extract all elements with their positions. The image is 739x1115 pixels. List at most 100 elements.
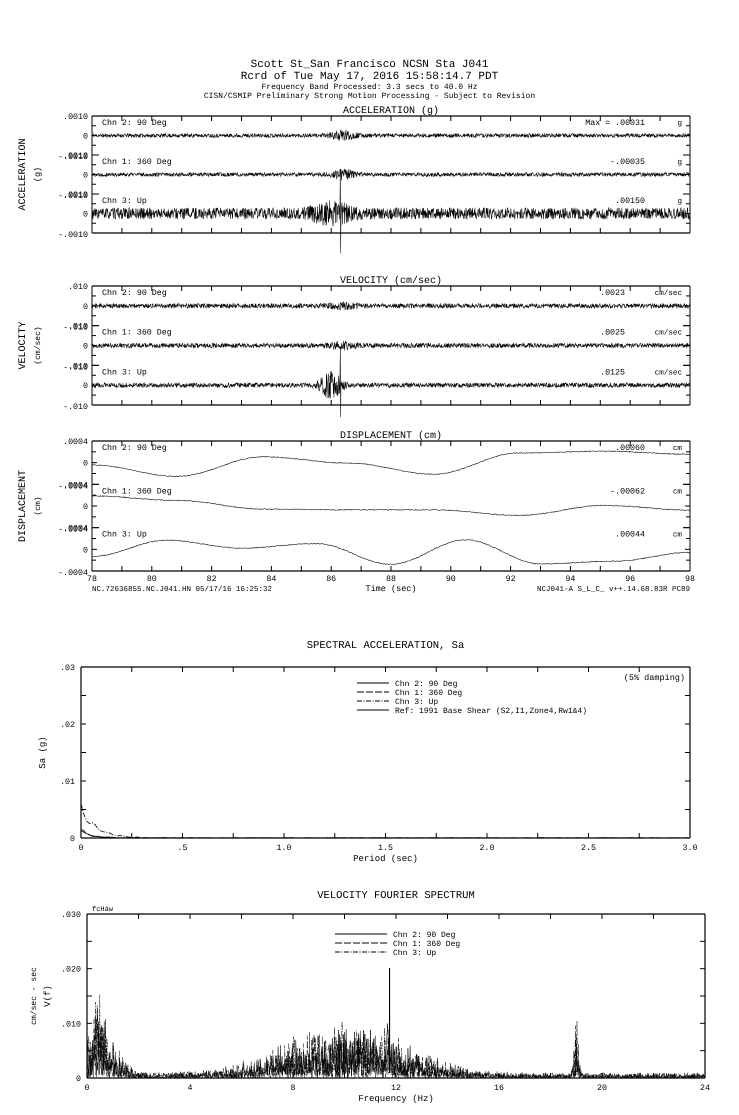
svg-text:.0025: .0025 [600, 329, 625, 338]
svg-text:20: 20 [597, 1084, 607, 1093]
svg-text:0: 0 [83, 546, 88, 555]
svg-text:88: 88 [386, 575, 396, 584]
svg-text:Chn 3: Up: Chn 3: Up [393, 949, 436, 958]
svg-text:.010: .010 [68, 283, 88, 292]
svg-text:Frequency Band Processed: 3.3: Frequency Band Processed: 3.3 secs to 40… [261, 83, 477, 92]
svg-text:Scott St_San Francisco NCSN: Scott St_San Francisco NCSN Sta J041 [251, 59, 489, 71]
svg-text:80: 80 [147, 575, 157, 584]
svg-text:0: 0 [83, 303, 88, 312]
svg-text:90: 90 [446, 575, 456, 584]
svg-text:94: 94 [565, 575, 575, 584]
svg-text:Sa (g): Sa (g) [38, 736, 48, 768]
svg-text:.00150: .00150 [615, 197, 645, 206]
svg-text:0: 0 [76, 1075, 81, 1084]
svg-text:86: 86 [326, 575, 336, 584]
svg-text:Max = .00031: Max = .00031 [585, 119, 645, 128]
svg-text:VELOCITY: VELOCITY [18, 321, 29, 369]
svg-text:g: g [677, 198, 682, 206]
svg-text:Chn 1: 360 Deg: Chn 1: 360 Deg [393, 940, 460, 949]
svg-text:1.0: 1.0 [277, 844, 292, 853]
svg-text:0: 0 [83, 211, 88, 220]
svg-text:.0004: .0004 [63, 525, 88, 534]
svg-text:.01: .01 [60, 778, 75, 787]
svg-text:Time (sec): Time (sec) [365, 584, 416, 594]
svg-text:0: 0 [79, 844, 84, 853]
svg-text:0: 0 [83, 460, 88, 469]
svg-text:.010: .010 [68, 362, 88, 371]
svg-text:4: 4 [188, 1084, 193, 1093]
svg-text:cm/sec: cm/sec [655, 368, 682, 377]
svg-text:98: 98 [685, 575, 695, 584]
svg-text:Ref: 1991 Base Shear (S2,I1,Zo: Ref: 1991 Base Shear (S2,I1,Zone4,Rw1&4) [395, 707, 587, 716]
svg-text:cm/sec: cm/sec [655, 289, 682, 298]
svg-text:.03: .03 [60, 664, 75, 673]
svg-text:.0010: .0010 [63, 152, 88, 161]
svg-text:0: 0 [70, 835, 75, 844]
svg-text:.0023: .0023 [600, 289, 625, 298]
svg-text:.0004: .0004 [63, 481, 88, 490]
svg-text:.02: .02 [60, 721, 75, 730]
svg-text:ACCELERATION (g): ACCELERATION (g) [343, 105, 439, 117]
svg-text:CISN/CSMIP Preliminary Strong: CISN/CSMIP Preliminary Strong Motion Pro… [204, 92, 535, 101]
svg-text:2.5: 2.5 [581, 844, 596, 853]
svg-text:96: 96 [625, 575, 635, 584]
svg-text:3.0: 3.0 [683, 844, 698, 853]
svg-text:24: 24 [700, 1084, 710, 1093]
svg-text:g: g [677, 120, 682, 128]
svg-text:Chn 2: 90 Deg: Chn 2: 90 Deg [102, 118, 167, 128]
svg-text:Chn 1: 360 Deg: Chn 1: 360 Deg [395, 689, 462, 698]
svg-text:0: 0 [83, 382, 88, 391]
svg-text:SPECTRAL ACCELERATION, Sa: SPECTRAL ACCELERATION, Sa [307, 640, 465, 652]
svg-text:NCJ041-A S_L_C_ v++.14.68.83: NCJ041-A S_L_C_ v++.14.68.83R PC89 [537, 585, 690, 594]
svg-text:1.5: 1.5 [378, 844, 393, 853]
svg-text:-.0004: -.0004 [58, 569, 88, 578]
svg-text:84: 84 [266, 575, 276, 584]
svg-text:Chn 1: 360 Deg: Chn 1: 360 Deg [102, 486, 172, 496]
svg-text:(cm/sec): (cm/sec) [34, 326, 43, 364]
svg-text:ACCELERATION: ACCELERATION [18, 138, 29, 210]
svg-text:0: 0 [83, 343, 88, 352]
svg-text:-.00035: -.00035 [610, 158, 645, 167]
svg-text:.0010: .0010 [63, 113, 88, 122]
svg-text:DISPLACEMENT (cm): DISPLACEMENT (cm) [340, 430, 442, 442]
svg-text:-.0010: -.0010 [58, 231, 88, 240]
svg-text:Chn 2: 90 Deg: Chn 2: 90 Deg [395, 680, 458, 689]
svg-text:.010: .010 [68, 323, 88, 332]
svg-text:(5% damping): (5% damping) [624, 673, 685, 683]
svg-text:.030: .030 [61, 911, 81, 920]
svg-text:Frequency (Hz): Frequency (Hz) [358, 1094, 434, 1104]
svg-text:cm: cm [673, 532, 683, 540]
svg-text:82: 82 [207, 575, 217, 584]
svg-text:.020: .020 [61, 966, 81, 975]
svg-text:0: 0 [85, 1084, 90, 1093]
svg-text:.0010: .0010 [63, 191, 88, 200]
svg-text:cm/sec - sec: cm/sec - sec [30, 967, 39, 1025]
svg-text:Period (sec): Period (sec) [353, 854, 418, 864]
svg-text:cm/sec: cm/sec [655, 329, 682, 338]
svg-text:Chn 2: 90 Deg: Chn 2: 90 Deg [393, 931, 456, 940]
svg-text:Chn 1: 360 Deg: Chn 1: 360 Deg [102, 328, 172, 338]
svg-text:VELOCITY (cm/sec): VELOCITY (cm/sec) [340, 275, 442, 287]
svg-text:.0125: .0125 [600, 368, 625, 377]
svg-text:DISPLACEMENT: DISPLACEMENT [18, 470, 29, 542]
svg-text:.010: .010 [61, 1020, 81, 1029]
svg-text:Chn 2: 90 Deg: Chn 2: 90 Deg [102, 288, 167, 298]
svg-text:-.00062: -.00062 [610, 487, 645, 496]
svg-text:Rcrd of Tue May 17, 2016 15:58: Rcrd of Tue May 17, 2016 15:58:14.7 PDT [241, 71, 499, 83]
svg-text:16: 16 [494, 1084, 504, 1093]
svg-text:cm: cm [673, 445, 683, 453]
svg-text:8: 8 [291, 1084, 296, 1093]
svg-text:NC.72636855.NC.J041.HN 05/17/1: NC.72636855.NC.J041.HN 05/17/16 16:25:32 [92, 585, 272, 594]
svg-text:Chn 3: Up: Chn 3: Up [102, 530, 147, 540]
svg-text:Chn 2: 90 Deg: Chn 2: 90 Deg [102, 443, 167, 453]
svg-text:.00044: .00044 [615, 531, 645, 540]
svg-text:(cm): (cm) [34, 496, 43, 515]
svg-text:0: 0 [83, 133, 88, 142]
svg-text:V(f): V(f) [43, 985, 53, 1007]
svg-text:78: 78 [87, 575, 97, 584]
svg-text:.5: .5 [178, 844, 188, 853]
svg-text:.0004: .0004 [63, 438, 88, 447]
svg-text:Chn 3: Up: Chn 3: Up [102, 196, 147, 206]
svg-text:g: g [677, 159, 682, 167]
svg-text:92: 92 [506, 575, 516, 584]
